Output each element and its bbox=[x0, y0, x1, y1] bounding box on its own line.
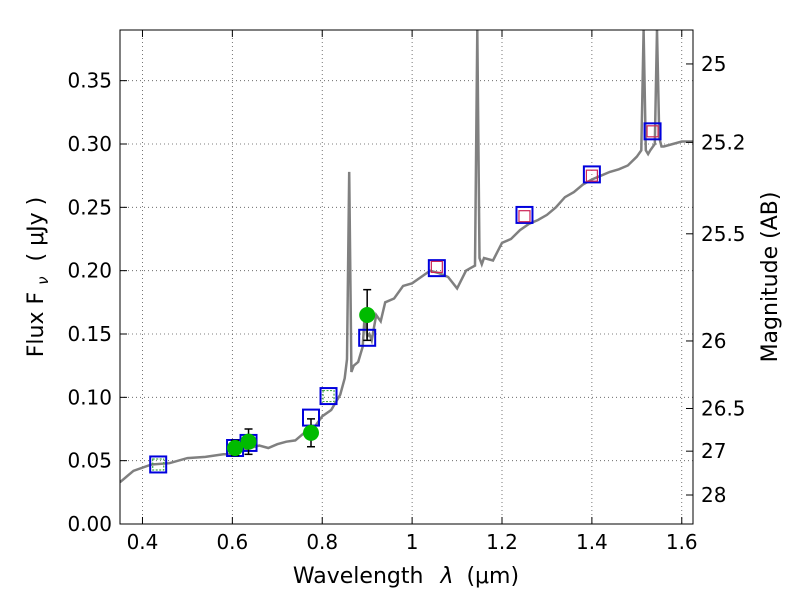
y-tick-label: 0.25 bbox=[67, 195, 112, 219]
spectrum-layer bbox=[120, 30, 693, 484]
model-box-green bbox=[152, 458, 165, 471]
model-box-blue bbox=[515, 205, 534, 224]
x-axis-label-main: Wavelength bbox=[293, 564, 424, 589]
spectrum-line bbox=[120, 30, 693, 484]
x-axis-label: Wavelength λ (μm) bbox=[293, 564, 519, 589]
model-box-blue bbox=[582, 165, 601, 184]
y-tick-label: 0.00 bbox=[67, 512, 112, 536]
photometry-point bbox=[240, 433, 257, 450]
model-box-blue bbox=[149, 455, 168, 474]
grid-lines bbox=[120, 30, 693, 525]
model-box-blue bbox=[427, 259, 446, 278]
model-box-red bbox=[646, 125, 659, 138]
photometry-point bbox=[227, 440, 244, 456]
y-tick-label: 0.20 bbox=[67, 259, 112, 283]
y-axis-label-left-unit: ( μJy ) bbox=[24, 197, 49, 262]
x-tick-label: 1 bbox=[406, 530, 419, 554]
right-tick-label: 27 bbox=[701, 439, 726, 463]
y-tick-label: 0.15 bbox=[67, 322, 112, 346]
y-axis-label-left: Flux F ν ( μJy ) bbox=[24, 197, 54, 357]
right-tick-label: 25.5 bbox=[701, 222, 746, 246]
x-tick-label: 1.6 bbox=[666, 530, 698, 554]
model-box-blue bbox=[643, 122, 662, 141]
x-tick-label: 1.2 bbox=[486, 530, 518, 554]
x-tick-label: 0.4 bbox=[127, 530, 159, 554]
y-tick-label: 0.10 bbox=[67, 385, 112, 409]
right-tick-label: 26.5 bbox=[701, 396, 746, 420]
model-box-green bbox=[322, 389, 335, 403]
x-tick-label: 1.4 bbox=[576, 530, 608, 554]
x-tick-label: 0.6 bbox=[216, 530, 248, 554]
right-tick-label: 26 bbox=[701, 329, 726, 353]
photometry-layer bbox=[149, 122, 662, 474]
y-axis-label-left-main: Flux F bbox=[24, 292, 49, 357]
right-tick-label: 25 bbox=[701, 52, 726, 76]
y-tick-label: 0.05 bbox=[67, 449, 112, 473]
model-box-red bbox=[518, 210, 531, 223]
photometry-point bbox=[303, 424, 319, 441]
x-tick-label: 0.8 bbox=[306, 530, 338, 554]
model-box-blue bbox=[319, 387, 338, 406]
x-axis-label-lambda: λ bbox=[439, 564, 453, 589]
model-box-red bbox=[585, 169, 598, 182]
axis-ticks: 0.4 0.6 0.8 1 1.2 1.4 1.6 0.00 0.05 0.10 0.15 0.20 0… bbox=[67, 30, 746, 554]
right-tick-label: 28 bbox=[701, 483, 726, 507]
plot-frame bbox=[119, 29, 694, 525]
y-tick-label: 0.35 bbox=[67, 69, 112, 93]
photometry-point bbox=[359, 307, 376, 323]
y-axis-label-right: Magnitude (AB) bbox=[758, 192, 783, 363]
model-box-red bbox=[430, 260, 443, 273]
x-axis-label-unit: (μm) bbox=[466, 564, 519, 589]
y-tick-label: 0.30 bbox=[67, 132, 112, 156]
y-axis-label-left-sub: ν bbox=[34, 276, 52, 284]
right-tick-label: 25.2 bbox=[701, 130, 746, 154]
